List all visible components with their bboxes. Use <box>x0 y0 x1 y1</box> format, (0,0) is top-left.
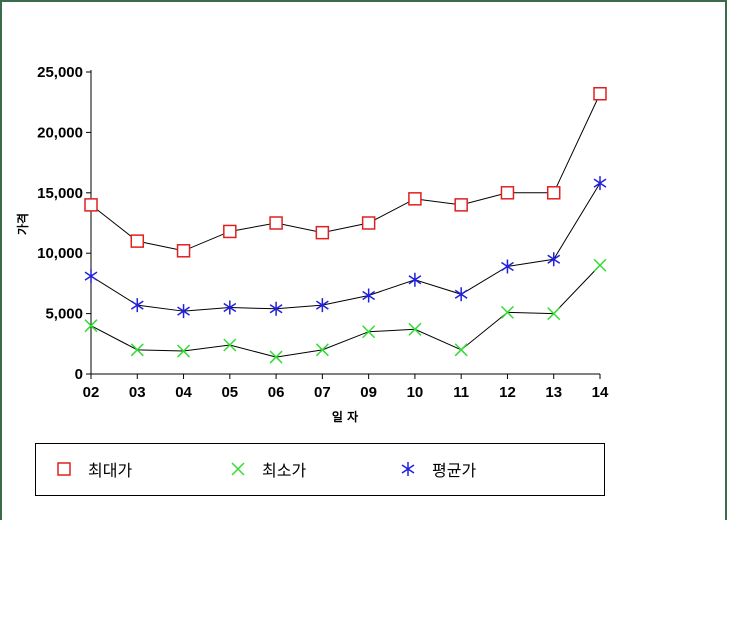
x-tick-label: 07 <box>314 384 331 401</box>
data-point-x <box>269 350 283 364</box>
data-point-square <box>269 216 283 230</box>
y-axis-label: 가격 <box>15 213 30 235</box>
series-lines <box>90 93 601 358</box>
data-point-square <box>546 186 561 200</box>
legend-label-avg: 평균가 <box>432 461 477 480</box>
y-tick-label: 15,000 <box>37 185 83 202</box>
x-tick-label: 12 <box>499 384 516 401</box>
x-tick-label: 09 <box>360 384 377 401</box>
data-point-square <box>176 244 191 258</box>
series-line <box>90 93 601 252</box>
x-tick-label: 03 <box>129 384 146 401</box>
data-point-x <box>593 258 607 272</box>
data-point-square <box>361 216 376 230</box>
line-chart: 0 5,000 10,000 15,000 20,000 25,000 02 03 04 05 06… <box>15 64 609 424</box>
chart-axes <box>86 70 601 379</box>
data-point-asterisk <box>362 288 376 303</box>
data-point-x <box>500 305 514 319</box>
data-point-x <box>454 343 468 357</box>
data-point-asterisk <box>501 259 514 274</box>
y-tick-label: 10,000 <box>37 245 83 262</box>
y-tick-label: 25,000 <box>37 64 83 81</box>
data-point-asterisk <box>177 304 190 319</box>
legend-item-avg: 평균가 <box>400 457 476 481</box>
asterisk-marker-icon <box>401 462 415 476</box>
data-point-x <box>223 338 237 352</box>
legend-label-max: 최대가 <box>88 461 133 480</box>
data-point-square <box>84 198 98 212</box>
y-tick-label: 0 <box>75 366 83 383</box>
x-tick-label: 04 <box>175 384 192 401</box>
x-tick-label: 05 <box>221 384 238 401</box>
y-tick-label: 5,000 <box>45 306 83 323</box>
x-tick-label: 02 <box>83 384 100 401</box>
x-tick-label: 10 <box>407 384 424 401</box>
data-point-asterisk <box>454 287 468 302</box>
series-line <box>90 264 601 358</box>
data-point-x <box>315 343 329 357</box>
data-point-asterisk <box>547 252 561 267</box>
data-point-square <box>454 198 468 212</box>
legend-label-min: 최소가 <box>262 461 307 480</box>
x-tick-label: 13 <box>545 384 562 401</box>
data-point-x <box>362 325 376 339</box>
x-marker-icon <box>231 462 245 476</box>
data-point-asterisk <box>84 269 98 284</box>
data-point-asterisk <box>408 272 422 287</box>
data-point-square <box>223 224 237 239</box>
x-tick-label: 06 <box>268 384 285 401</box>
series-line <box>90 182 601 312</box>
data-point-x <box>547 307 561 321</box>
data-point-x <box>177 344 191 358</box>
legend-item-max: 최대가 <box>56 457 132 481</box>
y-tick-label: 20,000 <box>37 124 83 141</box>
data-point-x <box>408 322 422 336</box>
data-point-asterisk <box>315 298 329 313</box>
x-axis-label: 일 자 <box>332 409 358 424</box>
x-tick-label: 11 <box>453 384 469 401</box>
data-point-x <box>130 343 144 357</box>
data-point-asterisk <box>593 176 607 191</box>
data-point-asterisk <box>269 301 283 316</box>
x-tick-label: 14 <box>592 384 609 401</box>
legend-item-min: 최소가 <box>230 457 306 481</box>
data-point-asterisk <box>223 300 237 315</box>
chart-frame <box>0 0 727 520</box>
data-point-square <box>593 86 607 101</box>
series-markers <box>84 86 607 364</box>
data-point-asterisk <box>130 298 144 313</box>
square-marker-icon <box>57 462 71 476</box>
data-point-square <box>315 225 330 240</box>
data-point-x <box>84 319 98 333</box>
data-point-square <box>408 192 422 206</box>
chart-legend: 최대가 최소가 평균가 <box>35 443 605 496</box>
data-point-square <box>130 234 145 248</box>
tick-labels: 0 5,000 10,000 15,000 20,000 25,000 02 03 04 05 06… <box>37 64 609 401</box>
data-point-square <box>500 186 515 200</box>
